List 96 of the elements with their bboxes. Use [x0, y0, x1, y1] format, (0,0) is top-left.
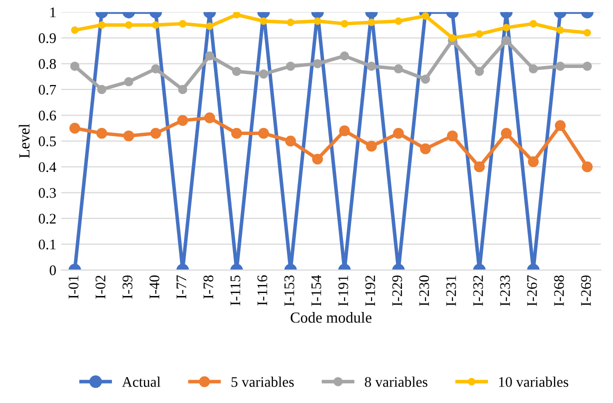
point: [259, 69, 268, 79]
point: [285, 136, 296, 146]
x-tick-label: I-230: [419, 275, 430, 306]
y-tick-label: 0.8: [38, 59, 56, 69]
y-tick-label: 0.9: [38, 33, 56, 44]
point: [206, 22, 214, 30]
x-tick-label: I-192: [365, 276, 376, 306]
point: [530, 20, 538, 28]
legend-label: 5 variables: [232, 376, 294, 387]
point: [393, 128, 404, 139]
legend-label: 8 variables: [364, 376, 428, 387]
point: [96, 128, 108, 139]
point: [420, 143, 431, 154]
point: [151, 64, 160, 74]
point: [124, 21, 132, 29]
point: [474, 161, 485, 172]
point: [232, 12, 240, 18]
x-tick-label: I-232: [473, 276, 484, 306]
x-tick-label: I-191: [338, 276, 348, 306]
point: [70, 62, 80, 71]
y-tick-label: 0: [50, 265, 56, 276]
point: [314, 17, 322, 25]
point: [97, 84, 106, 94]
point: [528, 156, 539, 168]
point: [340, 20, 348, 28]
point: [231, 128, 242, 139]
x-tick-label: I-77: [176, 275, 186, 299]
y-tick-label: 0.1: [38, 240, 56, 250]
point: [123, 130, 134, 142]
y-tick-label: 0.7: [38, 84, 56, 95]
y-tick-label: 0.3: [38, 188, 56, 198]
x-tick-label: I-154: [311, 275, 322, 306]
point: [556, 62, 565, 71]
x-axis-title: Code module: [290, 312, 372, 323]
point: [368, 18, 376, 26]
point: [232, 66, 242, 76]
point: [258, 128, 270, 139]
y-tick-label: 0.6: [38, 110, 56, 121]
point: [366, 62, 376, 71]
x-tick-label: I-269: [581, 275, 591, 306]
y-axis-title: Level: [18, 124, 30, 158]
x-tick-label: I-268: [554, 275, 564, 306]
x-tick-label: I-01: [68, 276, 78, 299]
x-tick-label: I-39: [122, 275, 132, 299]
point: [500, 128, 512, 139]
point: [502, 36, 511, 46]
point: [394, 17, 402, 25]
x-tick-label: I-116: [257, 275, 268, 306]
point: [422, 12, 430, 20]
point: [177, 115, 188, 126]
point: [554, 120, 566, 131]
y-tick-label: 0.2: [38, 214, 56, 224]
point: [528, 64, 538, 74]
y-tick-label: 1: [50, 8, 56, 18]
point: [205, 51, 214, 61]
x-tick-label: I-115: [230, 275, 240, 306]
legend-label: 10 variables: [499, 376, 568, 387]
x-tick-label: I-78: [203, 275, 214, 299]
point: [339, 125, 350, 136]
point: [340, 51, 350, 61]
point: [286, 18, 294, 26]
point: [260, 17, 268, 25]
y-tick-label: 0.5: [38, 136, 56, 146]
point: [312, 59, 322, 68]
point: [420, 74, 430, 84]
point: [152, 21, 160, 29]
x-tick-label: I-229: [392, 275, 402, 306]
point: [584, 28, 592, 36]
point: [474, 66, 484, 76]
point: [69, 122, 80, 134]
point: [150, 128, 162, 139]
x-tick-label: I-231: [446, 276, 456, 306]
point: [71, 26, 79, 34]
point: [582, 161, 593, 172]
point: [502, 24, 510, 32]
x-tick-label: I-02: [96, 276, 106, 299]
point: [204, 112, 216, 124]
x-tick-label: I-267: [527, 275, 537, 306]
point: [286, 62, 296, 71]
x-tick-label: I-153: [284, 275, 294, 306]
point: [556, 26, 564, 34]
point: [582, 62, 592, 71]
x-tick-label: I-40: [150, 275, 160, 299]
y-tick-label: 0.4: [38, 162, 56, 172]
point: [446, 130, 458, 142]
point: [124, 77, 134, 86]
point: [448, 34, 456, 42]
point: [98, 21, 106, 29]
point: [312, 154, 323, 165]
point: [178, 84, 188, 94]
legend-label: Actual: [122, 376, 160, 387]
point: [394, 64, 404, 74]
point: [476, 30, 484, 38]
x-tick-label: I-233: [500, 275, 510, 306]
point: [366, 140, 377, 152]
point: [178, 20, 186, 28]
